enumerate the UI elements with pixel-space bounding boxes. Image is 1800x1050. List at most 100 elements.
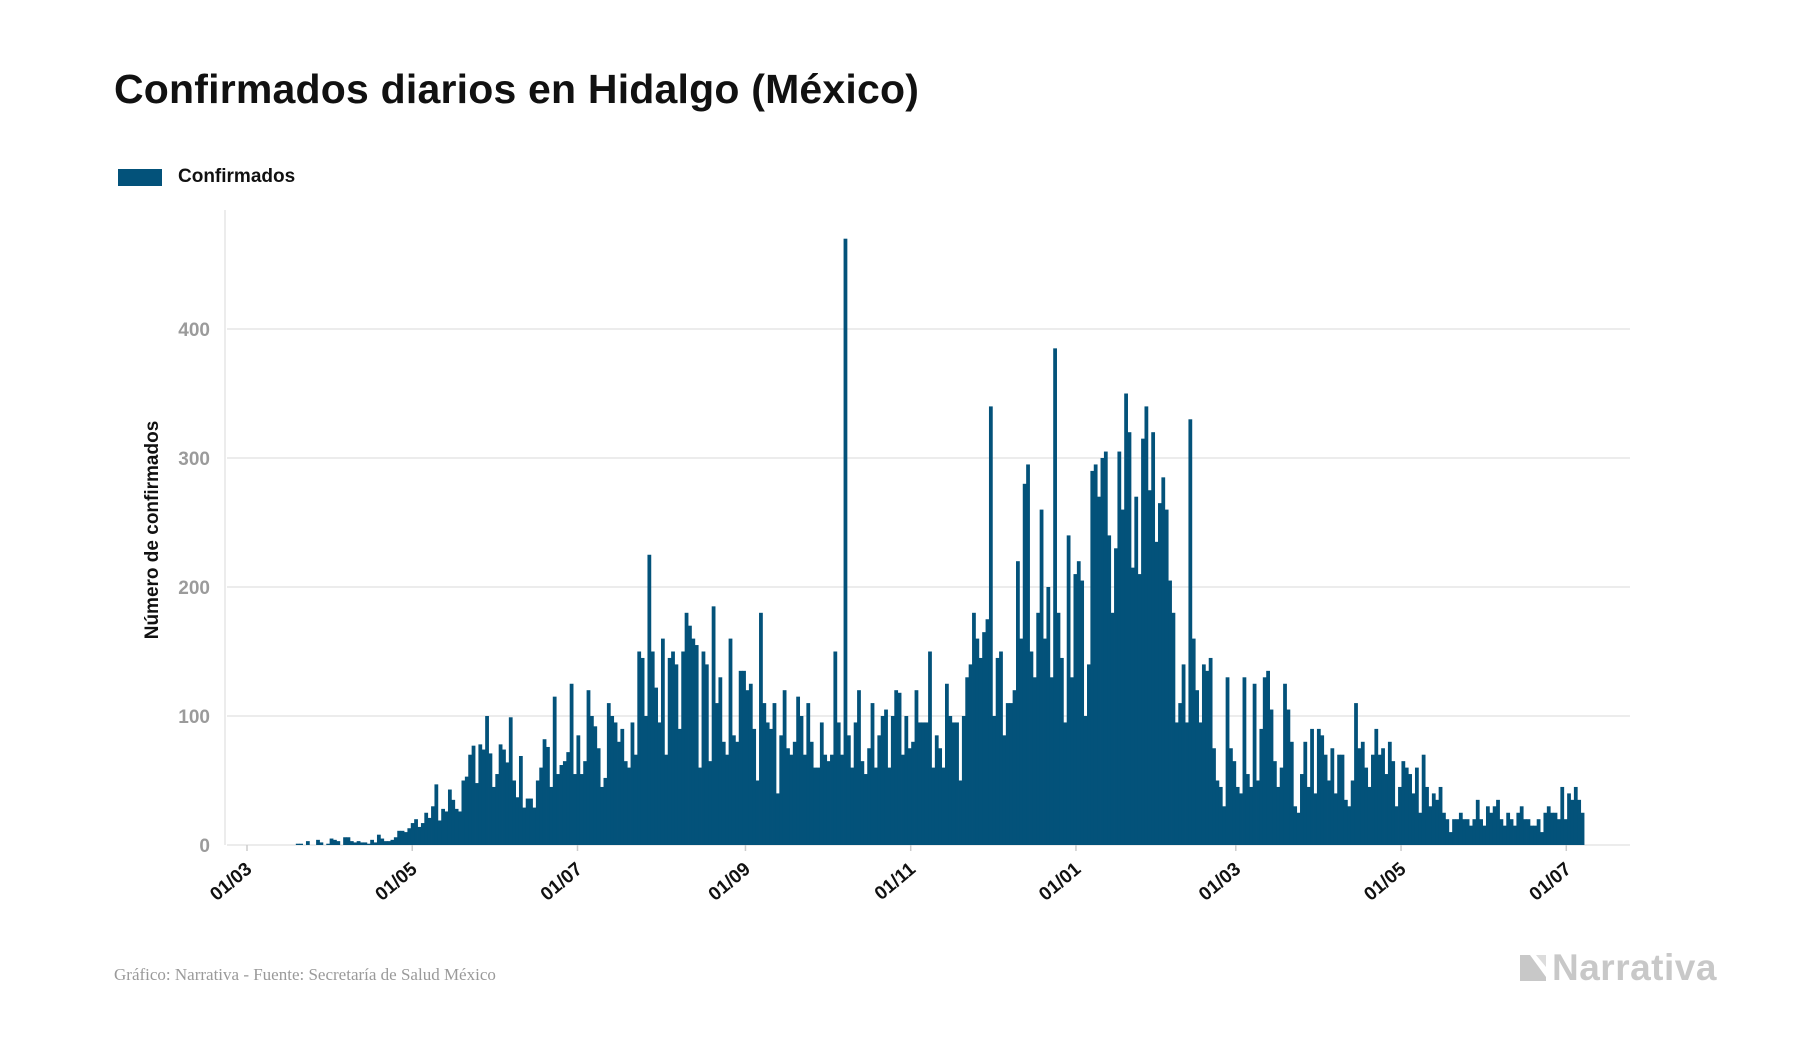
bar xyxy=(681,651,686,845)
bar xyxy=(863,774,868,845)
bar xyxy=(576,735,581,845)
bar xyxy=(1120,509,1125,845)
bar xyxy=(1533,825,1538,845)
bar xyxy=(1002,735,1007,845)
bar xyxy=(830,754,834,845)
x-tick-label: 01/05 xyxy=(372,858,422,905)
y-tick-label: 400 xyxy=(178,320,210,341)
bar xyxy=(1438,786,1443,845)
bar xyxy=(1489,812,1494,845)
bar xyxy=(1239,793,1243,845)
bar xyxy=(1161,477,1166,845)
bar xyxy=(1144,406,1149,845)
bar xyxy=(529,798,533,845)
bar xyxy=(1283,683,1287,845)
bar xyxy=(437,820,442,845)
bar xyxy=(1117,451,1122,845)
bar xyxy=(1482,825,1487,845)
bar xyxy=(573,774,577,845)
bar xyxy=(789,754,794,845)
bar xyxy=(1391,761,1396,845)
bar xyxy=(583,761,587,845)
bar xyxy=(914,690,919,845)
bar xyxy=(1073,574,1078,845)
bar xyxy=(508,717,513,845)
bar xyxy=(512,780,516,845)
bar xyxy=(1212,748,1216,845)
bar xyxy=(407,828,412,845)
bar xyxy=(518,755,523,845)
bar xyxy=(731,735,736,845)
bar xyxy=(667,657,672,845)
bar xyxy=(420,823,425,845)
bar xyxy=(1286,709,1291,845)
bar xyxy=(319,842,324,845)
bar xyxy=(1289,741,1294,845)
bar xyxy=(343,837,347,845)
bar xyxy=(846,735,851,845)
y-tick-label: 0 xyxy=(199,836,210,857)
bar xyxy=(600,786,604,845)
bar xyxy=(968,664,973,845)
bar xyxy=(870,703,875,845)
bar xyxy=(593,726,598,845)
bar xyxy=(1093,464,1098,845)
bar xyxy=(589,716,594,845)
bar xyxy=(1185,722,1189,845)
bar xyxy=(404,832,408,845)
bar xyxy=(1201,664,1206,845)
legend-label: Confirmados xyxy=(178,166,296,187)
y-axis-ticks: 0 100 200 300 400 xyxy=(178,320,210,857)
bar xyxy=(792,741,797,845)
bar xyxy=(542,739,547,845)
bar xyxy=(366,843,371,845)
bar xyxy=(1540,832,1544,845)
bar xyxy=(1208,657,1213,845)
bar xyxy=(1360,741,1365,845)
bar xyxy=(745,690,750,845)
bar xyxy=(988,406,993,845)
bar xyxy=(982,632,986,845)
bar xyxy=(1357,748,1362,845)
bar xyxy=(1414,767,1419,845)
bar xyxy=(613,722,618,845)
bar xyxy=(1066,535,1071,845)
bar xyxy=(1316,728,1321,845)
bar xyxy=(1320,735,1325,845)
bar xyxy=(823,754,828,845)
bar xyxy=(1394,806,1399,845)
bar xyxy=(1022,483,1027,845)
bar xyxy=(992,716,997,845)
bar xyxy=(454,808,459,845)
bar xyxy=(329,838,334,845)
bar xyxy=(1354,703,1358,845)
bar xyxy=(458,811,462,845)
bar xyxy=(657,722,662,845)
bar xyxy=(1178,703,1183,845)
bar xyxy=(1114,548,1118,845)
bar xyxy=(1012,690,1017,845)
bar xyxy=(461,780,466,845)
bar xyxy=(1026,464,1030,845)
bar xyxy=(850,767,855,845)
brand-name: Narrativa xyxy=(1552,947,1717,988)
x-axis-ticks: 01/03 01/05 01/07 01/09 01/11 01/01 01/03 01/05… xyxy=(206,845,1576,905)
bar xyxy=(698,767,702,845)
bar xyxy=(1367,786,1372,845)
bar xyxy=(316,839,320,845)
bar xyxy=(677,728,682,845)
bar xyxy=(546,746,550,845)
bar xyxy=(1222,806,1227,845)
bar xyxy=(1327,780,1331,845)
bar xyxy=(488,753,493,845)
bar xyxy=(606,703,611,845)
bar xyxy=(1350,780,1355,845)
bar xyxy=(1127,432,1132,845)
bar xyxy=(1452,819,1456,845)
bar xyxy=(948,716,953,845)
bar xyxy=(775,793,780,845)
bar xyxy=(1039,509,1044,845)
bar xyxy=(414,819,418,845)
bar xyxy=(958,780,963,845)
bar xyxy=(498,744,503,845)
